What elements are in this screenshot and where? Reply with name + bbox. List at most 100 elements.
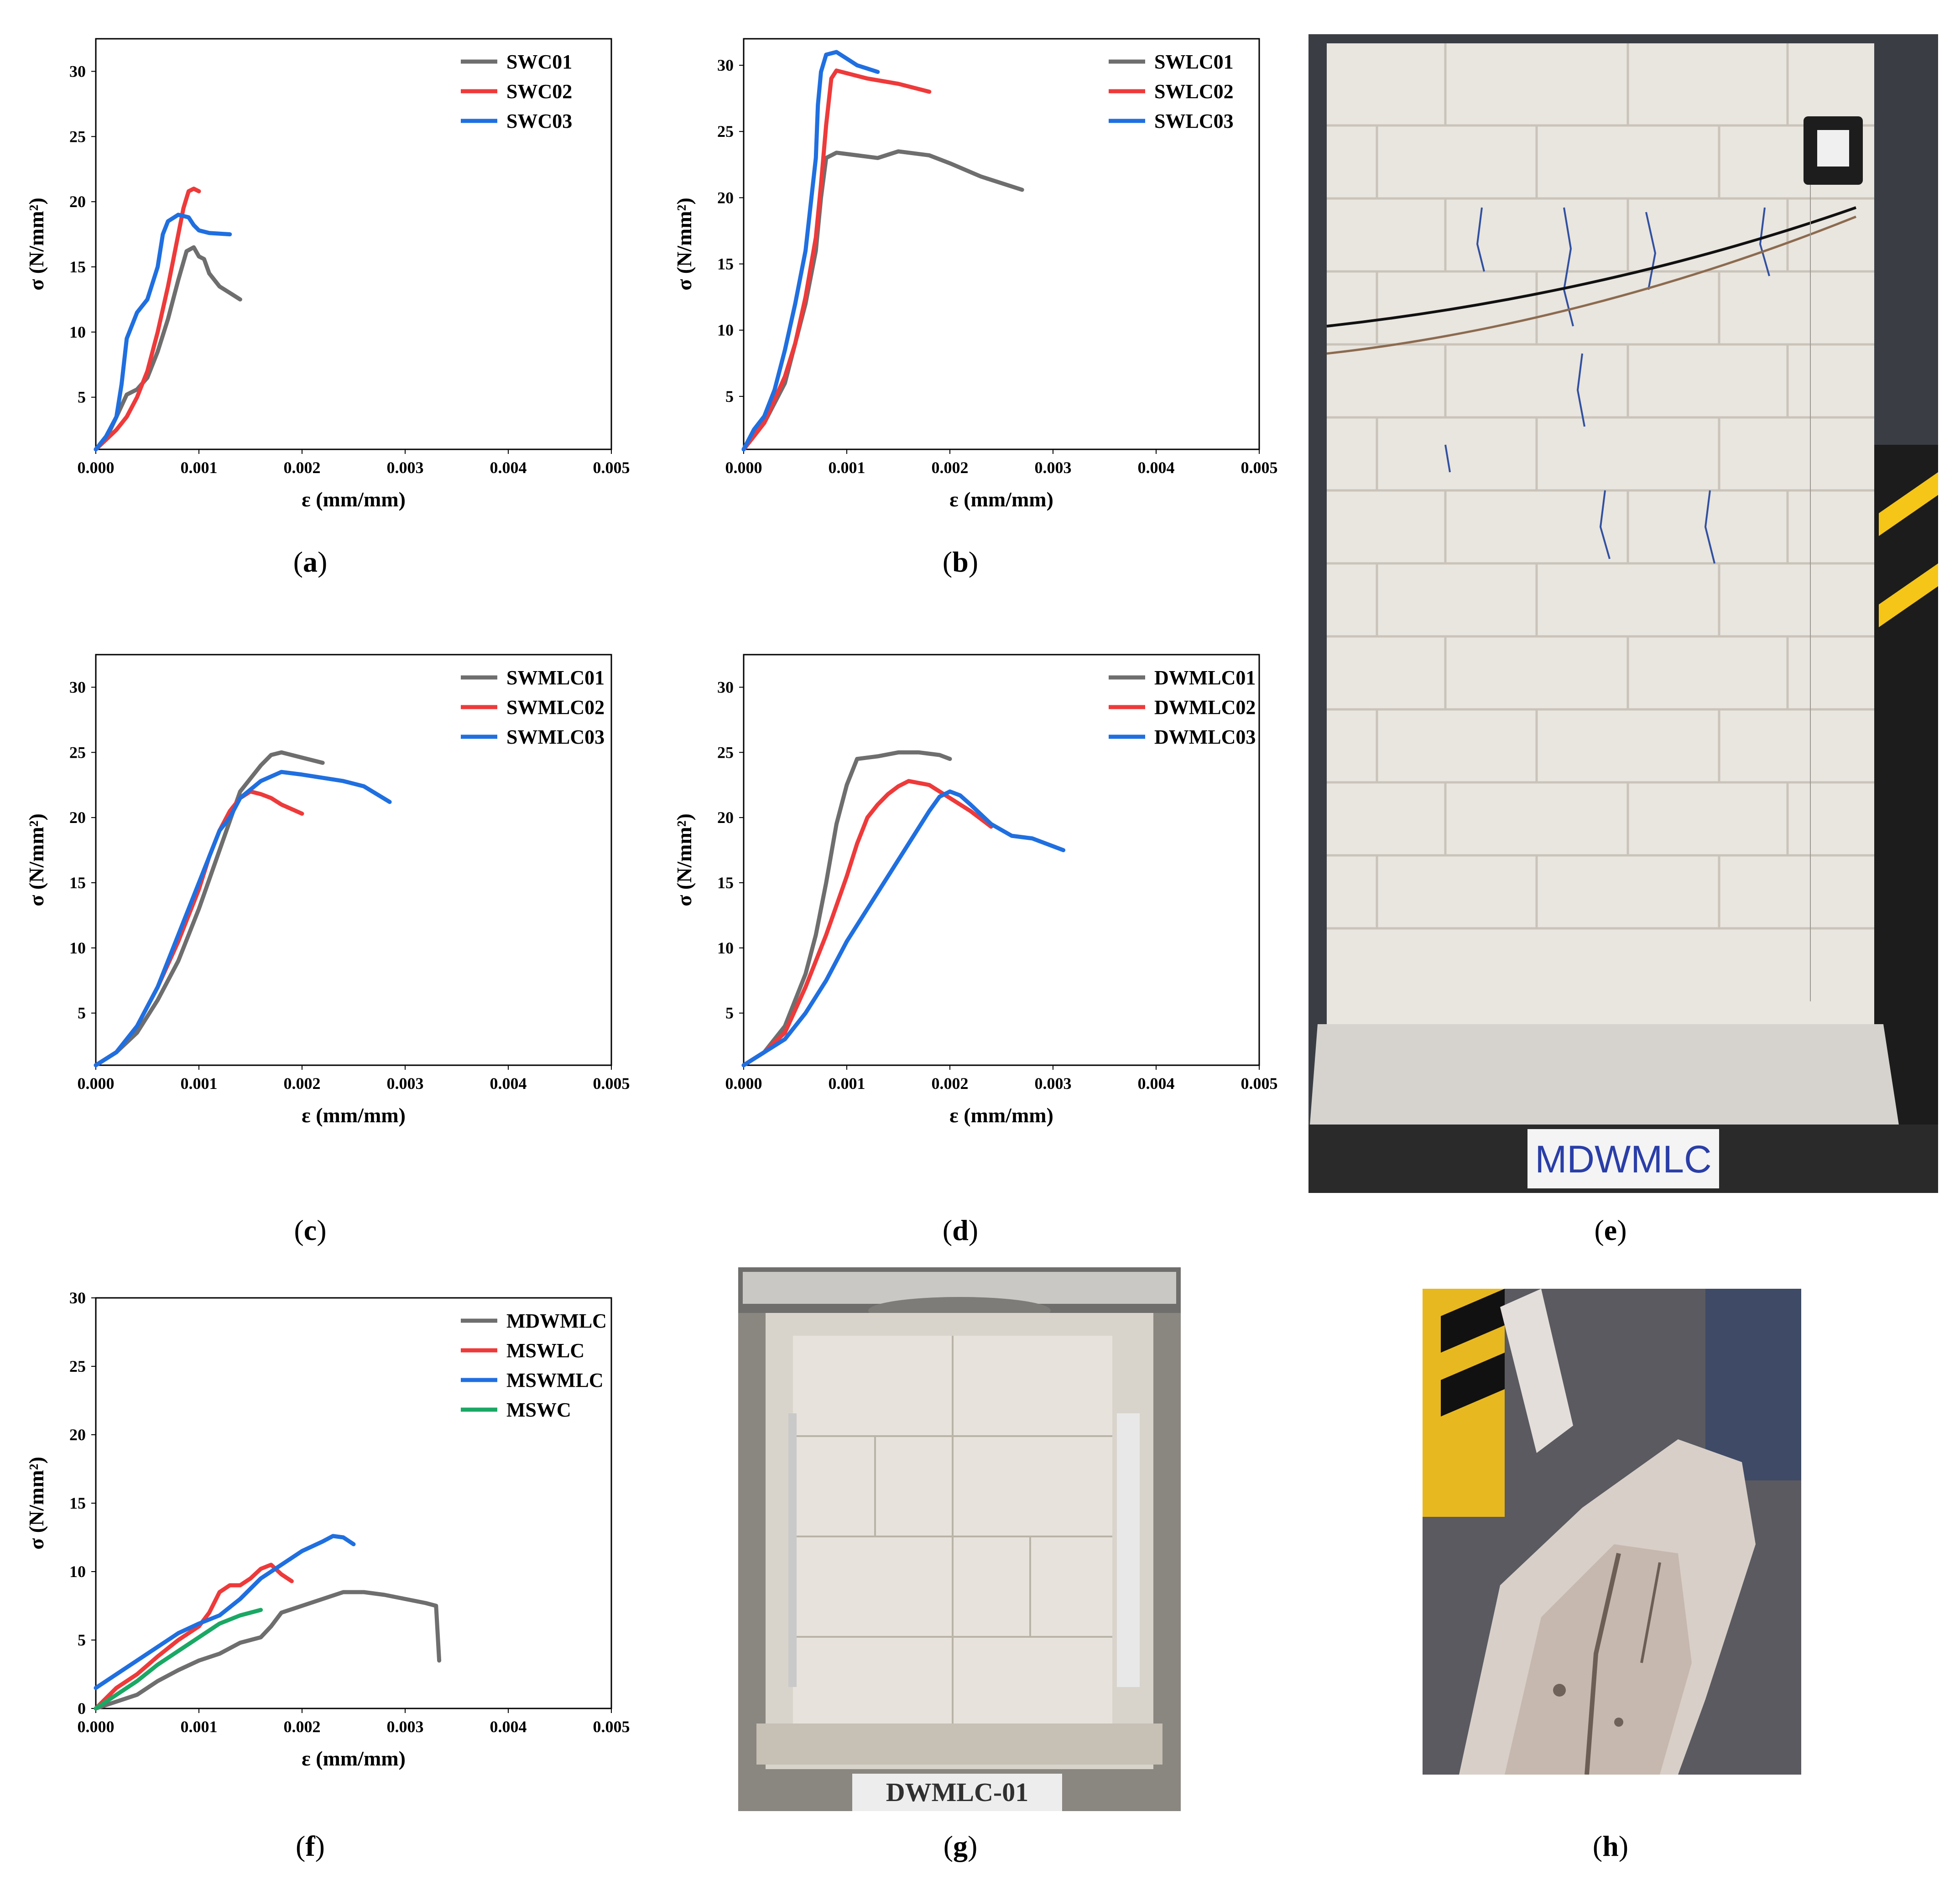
x-tick-label: 0.001 [181, 1718, 218, 1736]
y-tick-label: 30 [69, 62, 86, 80]
x-tick-label: 0.004 [490, 458, 527, 477]
series-line-swlc01 [741, 149, 1024, 452]
x-axis-title: ε (mm/mm) [949, 488, 1053, 511]
x-tick-label: 0.002 [284, 1718, 321, 1736]
x-tick-label: 0.002 [284, 1074, 321, 1093]
x-tick-label: 0.003 [1035, 458, 1072, 477]
caption-h: (h) [1592, 1830, 1629, 1862]
x-tick-label: 0.001 [829, 1074, 865, 1093]
y-tick-label: 5 [78, 1631, 86, 1649]
x-tick-label: 0.004 [1138, 458, 1175, 477]
chart-f: 0.000 0.001 0.002 0.003 0.004 0.005 0 5 10 15 20 25… [25, 1289, 630, 1770]
caption-b: (b) [942, 546, 979, 578]
y-tick-label: 30 [717, 56, 734, 74]
y-axis-title: σ (N/mm²) [25, 813, 48, 906]
legend-entry: SWC01 [506, 51, 572, 73]
y-tick-label: 15 [717, 255, 734, 273]
y-tick-label: 25 [717, 743, 734, 761]
x-tick-label: 0.000 [78, 1074, 115, 1093]
y-tick-label: 15 [69, 1494, 86, 1512]
x-tick-label: 0.004 [1138, 1074, 1175, 1093]
y-tick-label: 10 [69, 939, 86, 957]
legend-entry: DWMLC02 [1154, 696, 1256, 719]
x-tick-label: 0.005 [593, 1718, 630, 1736]
legend-entry: SWMLC01 [506, 667, 605, 689]
x-axis-title: ε (mm/mm) [302, 488, 406, 511]
series-line-swmlc03 [94, 770, 392, 1067]
x-tick-label: 0.005 [593, 458, 630, 477]
y-tick-label: 10 [717, 321, 734, 339]
x-tick-label: 0.000 [725, 458, 762, 477]
x-tick-label: 0.002 [932, 458, 969, 477]
x-tick-label: 0.004 [490, 1718, 527, 1736]
wall-photo: MDWMLC [1308, 34, 1938, 1193]
y-tick-label: 20 [69, 808, 86, 827]
y-tick-label: 20 [717, 188, 734, 207]
series-line-swmlc01 [94, 750, 325, 1067]
series-line-dwmlc02 [741, 779, 993, 1067]
y-tick-label: 15 [69, 258, 86, 276]
x-tick-label: 0.005 [593, 1074, 630, 1093]
y-axis-title: σ (N/mm²) [672, 813, 696, 906]
x-tick-label: 0.003 [387, 1074, 424, 1093]
legend-entry: MSWC [506, 1399, 571, 1421]
caption-d: (d) [942, 1214, 979, 1246]
chart-d: 0.000 0.001 0.002 0.003 0.004 0.005 5 10 15 20 25 3… [672, 654, 1278, 1127]
legend-entry: MSWLC [506, 1339, 584, 1362]
x-tick-label: 0.004 [490, 1074, 527, 1093]
x-axis-title: ε (mm/mm) [302, 1747, 406, 1770]
chart-a: 0.000 0.001 0.002 0.003 0.004 0.005 5 10 15 20 25 3… [25, 38, 630, 511]
series-line-mswmlc [94, 1534, 356, 1690]
y-tick-label: 20 [69, 1426, 86, 1444]
legend-entry: DWMLC03 [1154, 726, 1256, 748]
x-tick-label: 0.003 [387, 1718, 424, 1736]
legend-entry: SWMLC02 [506, 696, 605, 719]
x-tick-label: 0.001 [181, 458, 218, 477]
series-line-swc03 [94, 213, 232, 452]
caption-c: (c) [294, 1214, 327, 1246]
series-line-mdwmlc [94, 1590, 442, 1711]
chart-c: 0.000 0.001 0.002 0.003 0.004 0.005 5 10 15 20 25 3… [25, 654, 630, 1127]
test-rig-photo: DWMLC-01 [738, 1267, 1181, 1811]
plot-frame [743, 654, 1260, 1066]
y-tick-label: 10 [69, 323, 86, 341]
rig-label: DWMLC-01 [886, 1777, 1029, 1807]
y-axis-title: σ (N/mm²) [672, 198, 696, 291]
y-tick-label: 15 [69, 874, 86, 892]
y-tick-label: 5 [725, 387, 734, 406]
series-line-mswc [94, 1608, 263, 1711]
y-tick-label: 20 [69, 193, 86, 211]
caption-g: (g) [943, 1830, 978, 1862]
y-tick-label: 15 [717, 874, 734, 892]
legend-entry: SWMLC03 [506, 726, 605, 748]
x-tick-label: 0.003 [387, 458, 424, 477]
y-tick-label: 10 [717, 939, 734, 957]
plot-frame [95, 38, 612, 450]
series-line-swmlc02 [94, 789, 304, 1067]
series-line-swc01 [94, 245, 242, 452]
legend-entry: SWLC01 [1154, 51, 1234, 73]
y-tick-label: 0 [78, 1699, 86, 1718]
y-axis-title: σ (N/mm²) [25, 1457, 48, 1550]
chart-b: 0.000 0.001 0.002 0.003 0.004 0.005 5 10 15 20 25 3… [672, 38, 1278, 511]
x-tick-label: 0.005 [1241, 1074, 1278, 1093]
y-tick-label: 30 [69, 678, 86, 696]
series-line-swlc03 [741, 50, 880, 452]
x-tick-label: 0.001 [829, 458, 865, 477]
series-line-swc02 [94, 187, 201, 452]
x-tick-label: 0.000 [78, 1718, 115, 1736]
y-tick-label: 30 [717, 678, 734, 696]
x-tick-label: 0.000 [725, 1074, 762, 1093]
legend-entry: MDWMLC [506, 1310, 607, 1332]
series-line-dwmlc03 [741, 789, 1066, 1067]
x-tick-label: 0.002 [932, 1074, 969, 1093]
y-tick-label: 5 [78, 388, 86, 406]
x-tick-label: 0.002 [284, 458, 321, 477]
legend-entry: SWLC03 [1154, 110, 1234, 132]
y-tick-label: 25 [717, 122, 734, 141]
wall-label: MDWMLC [1535, 1138, 1711, 1181]
caption-f: (f) [296, 1830, 325, 1862]
y-tick-label: 25 [69, 127, 86, 146]
y-axis-title: σ (N/mm²) [25, 198, 48, 291]
x-axis-title: ε (mm/mm) [949, 1104, 1053, 1127]
